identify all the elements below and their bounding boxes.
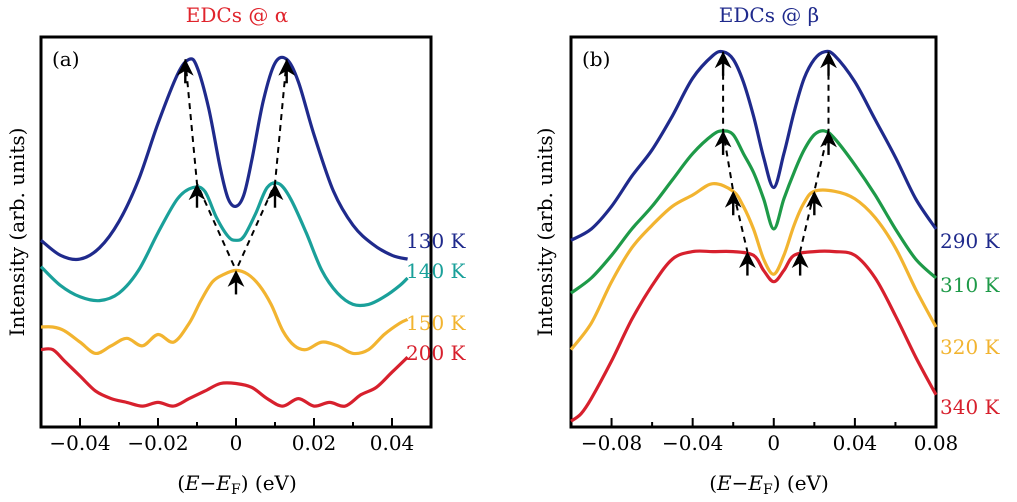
a-curve-140k <box>39 181 409 308</box>
b-xtick-label-0: −0.08 <box>581 431 642 455</box>
panel-a-ylabel: Intensity (arb. units) <box>5 128 29 337</box>
panel-b-series-labels: 290 K 310 K 320 K 340 K <box>940 229 1001 419</box>
panel-b-x-ticks: −0.08 −0.04 0 0.04 0.08 <box>581 418 958 455</box>
a-xtick-label-2: 0 <box>230 431 243 455</box>
series-label-320k: 320 K <box>940 335 1001 359</box>
b-xtick-label-4: 0.08 <box>914 431 959 455</box>
panel-b-frame <box>569 35 938 429</box>
panel-b-title: EDCs @ β <box>719 3 819 27</box>
panel-a-frame <box>39 35 433 429</box>
panel-a-title: EDCs @ α <box>186 3 288 27</box>
b-curve-310k <box>570 129 938 295</box>
a-xtick-label-0: −0.04 <box>49 431 110 455</box>
b-xtick-label-1: −0.04 <box>662 431 723 455</box>
panel-a-xlabel: (E−EF) (eV) <box>177 471 297 498</box>
panel-b-curves <box>569 49 938 423</box>
b-curve-320k <box>569 182 938 351</box>
panel-a-curves <box>39 55 409 408</box>
b-xtick-label-2: 0 <box>767 431 780 455</box>
panel-b-label: (b) <box>582 47 610 71</box>
a-curve-130k <box>40 55 408 262</box>
series-label-340k: 340 K <box>940 395 1001 419</box>
panel-b-arrows <box>714 51 837 276</box>
series-label-200k: 200 K <box>406 341 467 365</box>
panel-b-xlabel: (E−EF) (eV) <box>709 471 829 498</box>
a-xtick-label-1: −0.02 <box>127 431 188 455</box>
panel-b-ylabel: Intensity (arb. units) <box>533 128 557 337</box>
a-curve-200k <box>40 347 409 408</box>
series-label-150k: 150 K <box>406 311 467 335</box>
b-dashed-guide-right <box>799 51 830 252</box>
b-xtick-label-3: 0.04 <box>833 431 878 455</box>
a-xtick-label-3: 0.02 <box>292 431 337 455</box>
b-curve-340k <box>570 249 938 423</box>
panel-a-label: (a) <box>52 47 80 71</box>
panel-a-series-labels: 130 K 140 K 150 K 200 K <box>406 229 467 365</box>
series-label-140k: 140 K <box>406 259 467 283</box>
a-curve-150k <box>40 268 409 356</box>
panel-a-x-ticks: −0.04 −0.02 0 0.02 0.04 <box>49 418 414 455</box>
series-label-310k: 310 K <box>940 273 1001 297</box>
a-xtick-label-4: 0.04 <box>370 431 415 455</box>
series-label-130k: 130 K <box>406 229 467 253</box>
series-label-290k: 290 K <box>940 229 1001 253</box>
panel-a: EDCs @ α Intensity (arb. units) (a) −0.0… <box>5 3 467 498</box>
b-curve-290k <box>570 49 938 242</box>
panel-a-arrows <box>176 58 296 295</box>
panel-b: EDCs @ β Intensity (arb. units) (b) −0.0… <box>533 3 1001 498</box>
